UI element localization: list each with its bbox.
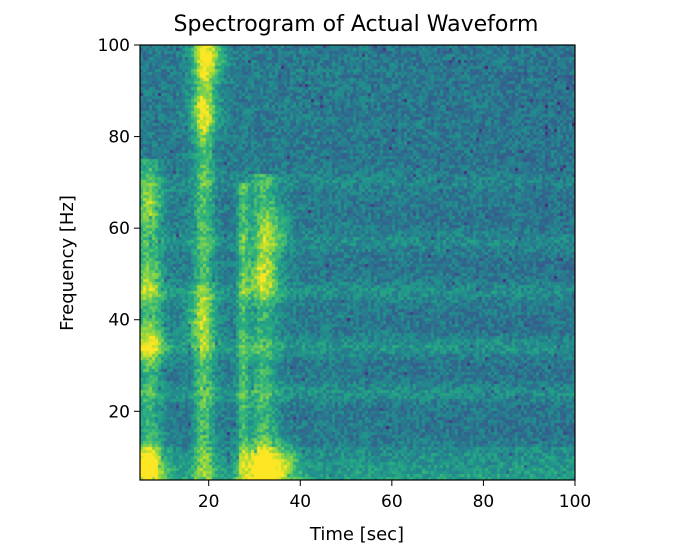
x-axis: 20 40 60 80 100 [198,480,591,512]
x-tick-label: 20 [198,492,220,512]
y-tick-label: 60 [108,219,130,239]
y-axis: 20 40 60 80 100 [98,36,140,422]
x-tick-label: 40 [289,492,311,512]
y-tick-label: 40 [108,311,130,331]
x-axis-label: Time [sec] [309,524,404,545]
y-tick-label: 80 [108,128,130,148]
x-tick-label: 80 [473,492,495,512]
x-tick-label: 60 [381,492,403,512]
y-axis-label: Frequency [Hz] [57,195,78,331]
heatmap-area [139,44,576,481]
heatmap-canvas [140,45,575,480]
y-tick-label: 20 [108,402,130,422]
y-tick-label: 100 [98,36,130,56]
plot-frame [139,44,576,481]
chart-title: Spectrogram of Actual Waveform [174,12,539,37]
x-tick-label: 100 [559,492,591,512]
